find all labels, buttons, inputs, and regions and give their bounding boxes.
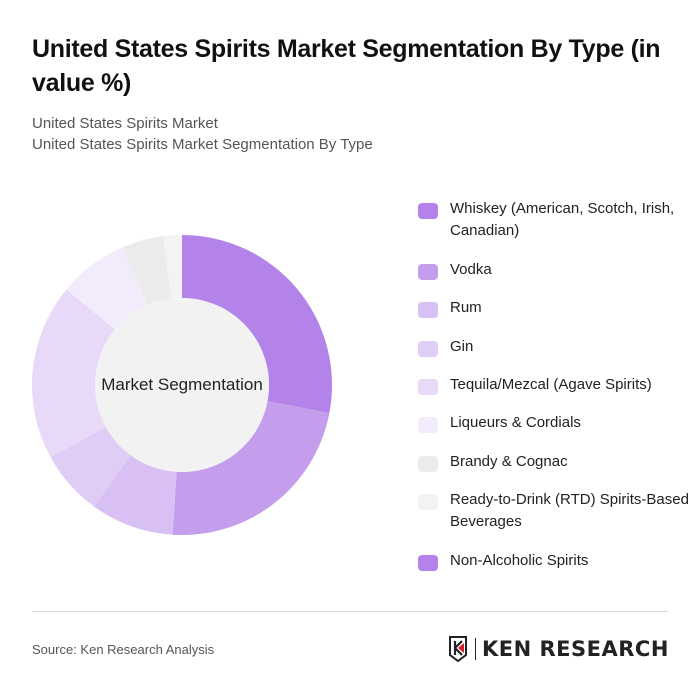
subtitle: United States Spirits Market United Stat…	[32, 113, 373, 155]
legend-item: Tequila/Mezcal (Agave Spirits)	[418, 374, 690, 396]
legend-item: Ready-to-Drink (RTD) Spirits-Based Bever…	[418, 489, 690, 533]
donut-hole	[95, 298, 269, 472]
footer-divider	[32, 611, 668, 612]
legend-swatch-icon	[418, 555, 438, 571]
ken-research-logo-icon	[449, 636, 467, 662]
subtitle-segmentation: United States Spirits Market Segmentatio…	[32, 136, 373, 153]
subtitle-market: United States Spirits Market	[32, 115, 218, 132]
legend-swatch-icon	[418, 302, 438, 318]
donut-center-label: Market Segmentation	[101, 375, 263, 394]
legend-label: Tequila/Mezcal (Agave Spirits)	[450, 376, 652, 393]
legend-item: Whiskey (American, Scotch, Irish, Canadi…	[418, 198, 690, 242]
legend-label: Ready-to-Drink (RTD) Spirits-Based Bever…	[450, 491, 689, 530]
legend-item: Rum	[418, 297, 690, 319]
donut-slice	[50, 426, 131, 507]
logo-separator	[475, 638, 476, 660]
source-note: Source: Ken Research Analysis	[32, 642, 215, 657]
legend-label: Brandy & Cognac	[450, 453, 568, 470]
legend-label: Whiskey (American, Scotch, Irish, Canadi…	[450, 200, 675, 239]
donut-slice	[32, 289, 115, 458]
ken-research-logo: KEN RESEARCH	[448, 636, 669, 662]
legend-item: Liqueurs & Cordials	[418, 412, 690, 434]
legend-label: Gin	[450, 338, 474, 355]
donut-slice	[93, 455, 177, 535]
legend-item: Brandy & Cognac	[418, 451, 690, 473]
donut-slice	[172, 401, 330, 535]
legend-swatch-icon	[418, 264, 438, 280]
donut-chart	[32, 235, 332, 535]
legend-item: Non-Alcoholic Spirits	[418, 550, 690, 572]
legend-label: Non-Alcoholic Spirits	[450, 552, 589, 569]
donut-slice	[182, 235, 332, 414]
donut-slice	[66, 247, 148, 330]
donut-slice	[163, 235, 182, 299]
chart-title: United States Spirits Market Segmentatio…	[32, 35, 661, 97]
logo-text: KEN RESEARCH	[482, 637, 669, 661]
legend-item: Gin	[418, 336, 690, 358]
legend-swatch-icon	[418, 341, 438, 357]
legend-swatch-icon	[418, 417, 438, 433]
legend-item: Vodka	[418, 259, 690, 281]
legend-swatch-icon	[418, 203, 438, 219]
legend-label: Vodka	[450, 261, 492, 278]
legend-label: Liqueurs & Cordials	[450, 414, 581, 431]
legend-swatch-icon	[418, 494, 438, 510]
legend-label: Rum	[450, 299, 482, 316]
donut-slice	[122, 236, 172, 306]
legend-swatch-icon	[418, 456, 438, 472]
legend-swatch-icon	[418, 379, 438, 395]
